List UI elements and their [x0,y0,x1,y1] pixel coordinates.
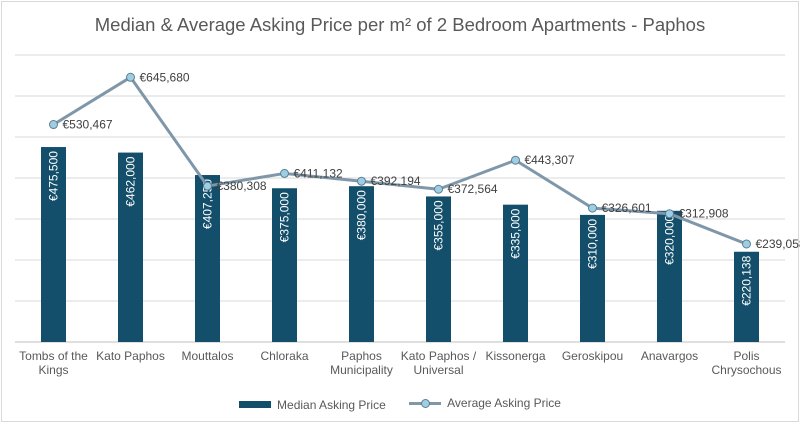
line-data-label: €312,908 [679,207,729,221]
bar [118,152,143,342]
bar [734,251,759,342]
line-data-label: €530,467 [63,118,113,132]
legend-item-average: Average Asking Price [409,396,561,410]
line-point [742,239,751,249]
x-tick-label: Paphos [341,349,382,363]
bar-data-label: €220,138 [740,255,754,305]
line-point [203,181,212,191]
line-data-label: €392,194 [371,174,421,188]
x-tick-label: Universal [413,363,463,377]
bar-data-label: €380,000 [355,190,369,240]
bar-data-label: €462,000 [124,156,138,206]
x-tick-label: Chloraka [260,349,308,363]
bar-data-label: €475,500 [47,151,61,201]
x-tick-label: Mouttalos [181,349,233,363]
line-point [434,184,443,194]
bar [580,214,605,342]
x-tick-label: Chrysochous [711,363,781,377]
line-data-label: €411,132 [294,166,343,180]
bar-data-label: €310,000 [586,219,600,269]
legend-item-median: Median Asking Price [239,398,386,412]
x-tick-label: Polis [733,349,759,363]
bar [503,204,528,342]
bar [349,186,374,342]
bar [426,196,451,342]
bar [41,147,66,342]
line-point [357,176,366,186]
legend-line-swatch [409,398,442,408]
line-point [126,72,135,82]
bar-data-label: €375,000 [278,192,292,242]
x-tick-label: Kissonerga [485,349,545,363]
bar [272,188,297,342]
x-tick-label: Kato Paphos [96,349,165,363]
line-data-label: €326,601 [602,201,652,215]
line-point [511,155,520,165]
legend-label-median: Median Asking Price [277,397,386,412]
average-line [52,75,748,246]
bar [657,210,682,342]
chart-legend: Median Asking Price Average Asking Price [0,396,800,412]
x-tick-label: Anavargos [641,349,698,363]
bar-data-label: €320,000 [663,214,677,264]
bar-data-label: €407,250 [201,179,215,229]
chart-title: Median & Average Asking Price per m² of … [94,14,706,35]
bar [195,175,220,342]
bar-data-label: €355,000 [432,200,446,250]
line-point [280,168,289,178]
line-point [49,120,58,130]
line-data-label: €239,058 [756,237,800,251]
line-data-label: €372,564 [448,182,498,196]
x-tick-label: Tombs of the [19,349,88,363]
x-tick-label: Geroskipou [562,349,623,363]
legend-bar-swatch [239,401,272,408]
line-data-label: €645,680 [140,70,190,84]
bar-data-label: €335,000 [509,208,523,258]
x-tick-label: Municipality [330,363,393,377]
line-point [665,209,674,219]
legend-label-average: Average Asking Price [447,396,561,410]
line-data-label: €443,307 [525,153,575,167]
x-tick-label: Kings [38,363,68,377]
x-tick-label: Kato Paphos / [401,349,477,363]
line-point [588,203,597,213]
line-data-label: €380,308 [217,179,267,193]
